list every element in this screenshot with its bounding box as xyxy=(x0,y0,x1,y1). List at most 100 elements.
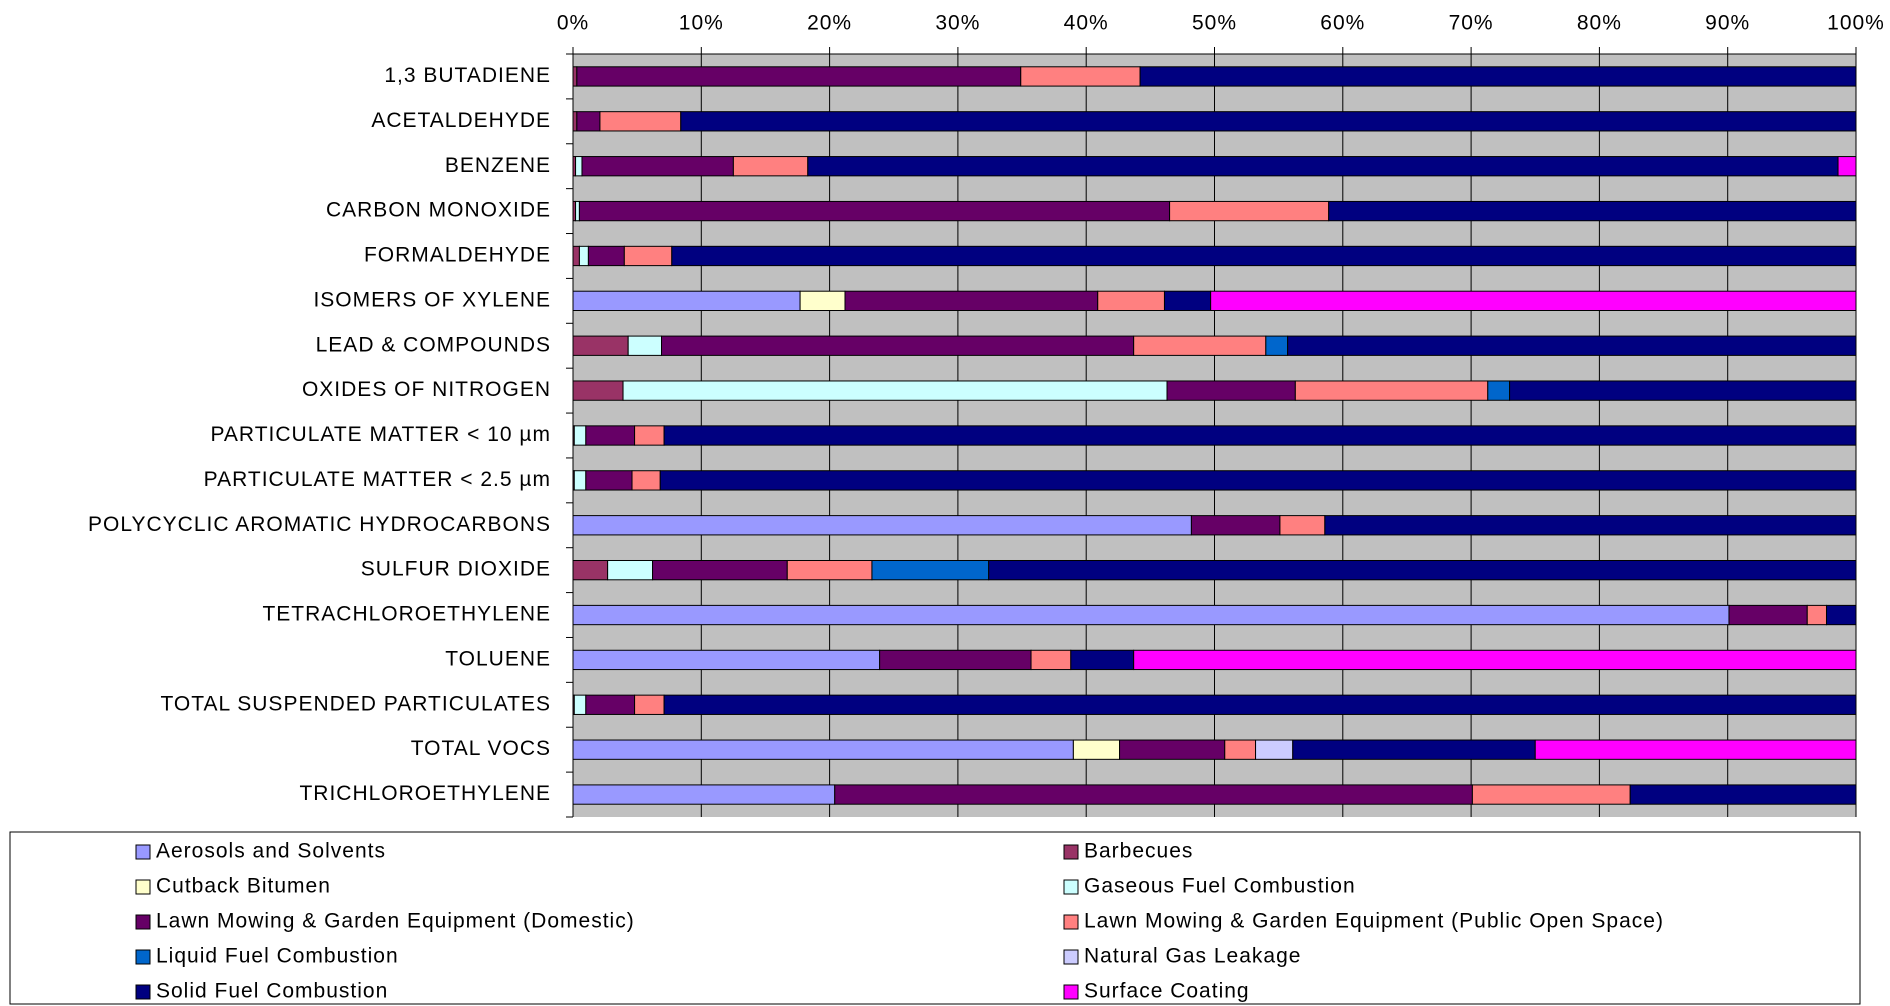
bar-segment xyxy=(627,335,663,356)
bar-segment xyxy=(1279,515,1326,536)
x-tick-label: 90% xyxy=(1705,12,1750,35)
bar-segment xyxy=(1728,604,1808,626)
bar-segment xyxy=(1629,784,1857,805)
bar-segment xyxy=(573,425,587,446)
bar-segment xyxy=(585,694,636,715)
legend-label: Solid Fuel Combustion xyxy=(156,980,388,1003)
legend-label: Natural Gas Leakage xyxy=(1084,945,1301,968)
bar-segment xyxy=(1166,380,1296,401)
bar-segment xyxy=(661,335,1135,356)
bar-segment xyxy=(807,156,1839,177)
bar-segment xyxy=(1825,604,1857,626)
y-tick-label: CARBON MONOXIDE xyxy=(326,199,551,222)
bar-segment xyxy=(1163,290,1212,312)
bar-segment xyxy=(585,470,633,491)
legend-swatch xyxy=(1063,879,1079,895)
bar-segment xyxy=(1292,739,1536,760)
bar-segment xyxy=(572,515,1192,536)
bar-segment xyxy=(1328,200,1857,222)
bar-segment xyxy=(1806,604,1827,626)
x-tick-label: 20% xyxy=(807,12,852,35)
bar-segment xyxy=(581,156,734,177)
bar-segment xyxy=(1133,649,1857,671)
bar-segment xyxy=(572,559,609,581)
bar-segment xyxy=(572,649,881,671)
bar-segment xyxy=(634,694,665,715)
legend-label: Cutback Bitumen xyxy=(156,875,331,898)
bar-segment xyxy=(572,290,801,312)
bar-segment xyxy=(607,559,654,581)
bar-segment xyxy=(572,111,578,132)
bar-segment xyxy=(576,111,601,132)
legend-label: Lawn Mowing & Garden Equipment (Public O… xyxy=(1084,910,1664,933)
legend-swatch xyxy=(135,844,151,860)
bar-segment xyxy=(1070,649,1135,671)
y-tick-label: FORMALDEHYDE xyxy=(364,244,551,267)
y-tick-label: PARTICULATE MATTER < 10 µm xyxy=(210,423,551,446)
bar-segment xyxy=(1020,66,1141,87)
bar-segment xyxy=(572,604,1730,626)
bar-segment xyxy=(1210,290,1857,312)
bar-segment xyxy=(663,694,1857,715)
x-tick-label: 70% xyxy=(1449,12,1494,35)
bar-segment xyxy=(578,245,589,267)
legend-swatch xyxy=(135,949,151,965)
y-tick-label: LEAD & COMPOUNDS xyxy=(316,333,551,356)
bar-segment xyxy=(1097,290,1165,312)
bar-segment xyxy=(652,559,788,581)
y-tick-label: BENZENE xyxy=(445,154,551,177)
bar-segment xyxy=(1471,784,1631,805)
y-tick-label: OXIDES OF NITROGEN xyxy=(302,378,551,401)
bar-segment xyxy=(573,694,587,715)
y-tick-label: 1,3 BUTADIENE xyxy=(384,64,551,87)
y-tick-label: PARTICULATE MATTER < 2.5 µm xyxy=(204,468,551,491)
legend-label: Liquid Fuel Combustion xyxy=(156,945,399,968)
bar-segment xyxy=(1224,739,1257,760)
bar-segment xyxy=(671,245,1857,267)
x-tick-label: 50% xyxy=(1192,12,1237,35)
bar-segment xyxy=(573,470,587,491)
bar-segment xyxy=(1190,515,1281,536)
y-tick-label: TOTAL VOCS xyxy=(411,737,551,760)
bar-segment xyxy=(578,200,1171,222)
bar-segment xyxy=(631,470,661,491)
y-tick-label: TRICHLOROETHYLENE xyxy=(299,782,551,805)
x-tick-label: 100% xyxy=(1827,12,1885,35)
legend-swatch xyxy=(1063,914,1079,930)
x-tick-label: 10% xyxy=(679,12,724,35)
x-tick-label: 40% xyxy=(1064,12,1109,35)
bar-segment xyxy=(1265,335,1289,356)
legend-swatch xyxy=(135,914,151,930)
bar-segment xyxy=(732,156,809,177)
bar-segment xyxy=(871,559,990,581)
bar-segment xyxy=(1294,380,1489,401)
y-tick-label: TOTAL SUSPENDED PARTICULATES xyxy=(160,692,551,715)
legend-swatch xyxy=(1063,984,1079,1000)
bar-segment xyxy=(622,380,1168,401)
bar-segment xyxy=(572,245,580,267)
bar-segment xyxy=(575,200,580,222)
bar-segment xyxy=(599,111,682,132)
legend-swatch xyxy=(135,879,151,895)
bar-segment xyxy=(576,66,1022,87)
y-tick-label: ACETALDEHYDE xyxy=(371,109,551,132)
bar-segment xyxy=(834,784,1473,805)
bar-segment xyxy=(680,111,1857,132)
bar-segment xyxy=(1072,739,1121,760)
bar-segment xyxy=(1324,515,1857,536)
legend-swatch xyxy=(1063,844,1079,860)
bar-segment xyxy=(572,784,836,805)
y-tick-label: TOLUENE xyxy=(445,647,551,670)
legend-label: Gaseous Fuel Combustion xyxy=(1084,875,1356,898)
legend-swatch xyxy=(135,984,151,1000)
bar-segment xyxy=(572,335,629,356)
bar-segment xyxy=(572,739,1074,760)
legend-swatch xyxy=(1063,949,1079,965)
bar-segment xyxy=(844,290,1099,312)
bar-segment xyxy=(879,649,1032,671)
bar-segment xyxy=(1534,739,1857,760)
bar-segment xyxy=(799,290,846,312)
x-tick-label: 60% xyxy=(1320,12,1365,35)
bar-segment xyxy=(1133,335,1267,356)
